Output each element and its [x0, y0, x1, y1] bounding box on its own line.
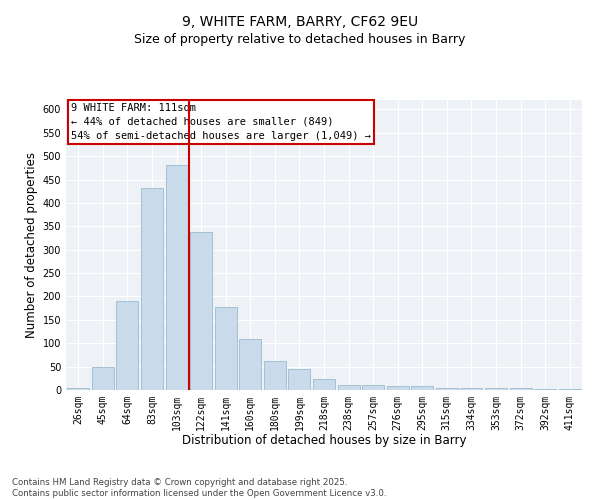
Bar: [411, 386, 433, 390]
Text: Size of property relative to detached houses in Barry: Size of property relative to detached ho…: [134, 32, 466, 46]
Bar: [313, 379, 335, 390]
Bar: [264, 361, 286, 390]
Bar: [92, 366, 114, 390]
Bar: [362, 385, 384, 390]
X-axis label: Distribution of detached houses by size in Barry: Distribution of detached houses by size …: [182, 434, 466, 448]
Bar: [534, 388, 556, 390]
Bar: [166, 166, 188, 390]
Bar: [67, 388, 89, 390]
Bar: [239, 340, 262, 390]
Text: Contains HM Land Registry data © Crown copyright and database right 2025.
Contai: Contains HM Land Registry data © Crown c…: [12, 478, 386, 498]
Bar: [215, 306, 237, 390]
Bar: [436, 388, 458, 390]
Bar: [485, 388, 507, 390]
Bar: [289, 370, 310, 390]
Bar: [116, 301, 139, 390]
Bar: [141, 188, 163, 390]
Bar: [509, 388, 532, 390]
Bar: [386, 386, 409, 390]
Bar: [190, 232, 212, 390]
Text: 9, WHITE FARM, BARRY, CF62 9EU: 9, WHITE FARM, BARRY, CF62 9EU: [182, 15, 418, 29]
Bar: [338, 385, 359, 390]
Y-axis label: Number of detached properties: Number of detached properties: [25, 152, 38, 338]
Bar: [559, 388, 581, 390]
Bar: [460, 388, 482, 390]
Text: 9 WHITE FARM: 111sqm
← 44% of detached houses are smaller (849)
54% of semi-deta: 9 WHITE FARM: 111sqm ← 44% of detached h…: [71, 103, 371, 141]
